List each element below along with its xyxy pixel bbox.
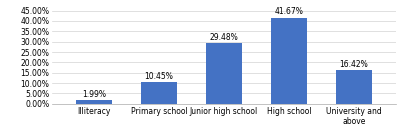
Text: 1.99%: 1.99% [82,90,106,99]
Bar [206,43,242,104]
Text: 10.45%: 10.45% [145,72,174,81]
Bar [336,70,372,104]
Bar [141,82,177,104]
Bar [271,18,307,104]
Text: 29.48%: 29.48% [210,33,238,42]
Text: 16.42%: 16.42% [340,60,368,69]
Text: 41.67%: 41.67% [274,7,303,16]
Bar [76,100,112,104]
